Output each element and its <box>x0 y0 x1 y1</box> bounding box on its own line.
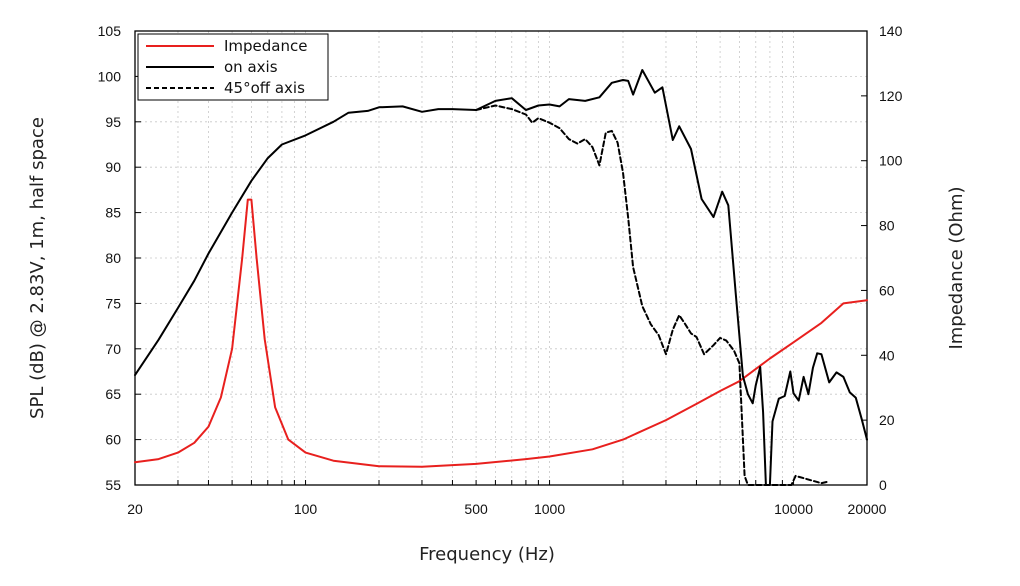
y-left-tick-label: 85 <box>105 205 121 221</box>
x-tick-label: 20000 <box>848 501 887 517</box>
y-left-tick-label: 100 <box>98 68 122 84</box>
y-right-tick-label: 100 <box>879 153 903 169</box>
x-axis-title: Frequency (Hz) <box>419 544 555 565</box>
y-left-tick-label: 70 <box>105 341 121 357</box>
x-tick-label: 1000 <box>534 501 565 517</box>
x-tick-label: 10000 <box>774 501 813 517</box>
series-line-45-off-axis <box>475 104 831 486</box>
y-right-tick-label: 140 <box>879 23 903 39</box>
legend: Impedance on axis 45°off axis <box>137 33 329 101</box>
y-left-tick-label: 80 <box>105 250 121 266</box>
x-tick-label: 100 <box>294 501 318 517</box>
y-left-tick-label: 105 <box>98 23 122 39</box>
y-right-tick-label: 0 <box>879 477 887 493</box>
y-left-tick-label: 60 <box>105 432 121 448</box>
y-left-tick-label: 65 <box>105 386 121 402</box>
x-tick-label: 500 <box>464 501 488 517</box>
y-left-tick-label: 90 <box>105 159 121 175</box>
y-right-tick-label: 40 <box>879 347 895 363</box>
legend-label-45-off-axis: 45°off axis <box>224 79 305 97</box>
y-right-tick-label: 20 <box>879 412 895 428</box>
y-right-tick-label: 120 <box>879 88 903 104</box>
y-left-tick-label: 95 <box>105 114 121 130</box>
legend-label-on-axis: on axis <box>224 58 278 76</box>
y-right-tick-label: 60 <box>879 282 895 298</box>
grid <box>135 31 867 485</box>
axis-ticks: 55 60 65 70 75 80 85 90 95 100 105 0 20 40 60 80 100 120 1… <box>98 23 903 517</box>
series-line-impedance <box>134 198 868 468</box>
y-axis-right-title: Impedance (Ohm) <box>946 186 967 349</box>
y-left-tick-label: 55 <box>105 477 121 493</box>
y-left-tick-label: 75 <box>105 295 121 311</box>
legend-label-impedance: Impedance <box>224 37 307 55</box>
series-group <box>134 69 868 486</box>
y-axis-left-title: SPL (dB) @ 2.83V, 1m, half space <box>27 117 48 419</box>
x-tick-label: 20 <box>127 501 143 517</box>
series-line-on-axis <box>134 69 868 486</box>
y-right-tick-label: 80 <box>879 218 895 234</box>
